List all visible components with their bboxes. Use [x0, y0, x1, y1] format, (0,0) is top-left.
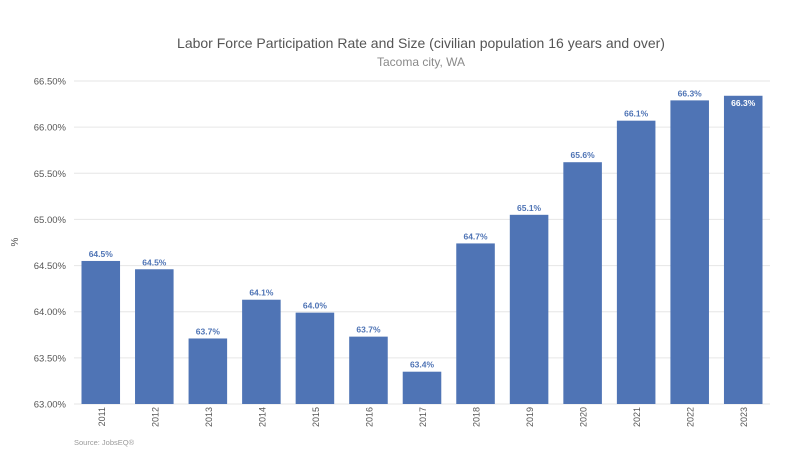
gridlines [74, 80, 770, 405]
bar-2012 [135, 269, 174, 404]
y-tick-label: 65.50% [34, 169, 67, 180]
y-tick-label: 66.00% [34, 123, 67, 134]
data-label-2018: 64.7% [463, 231, 488, 241]
x-tick-label: 2014 [257, 407, 267, 427]
y-tick-label: 64.50% [34, 261, 67, 272]
x-tick-label: 2022 [686, 407, 696, 427]
x-tick-label: 2011 [97, 407, 107, 426]
x-tick-label: 2019 [525, 407, 535, 427]
x-tick-label: 2012 [150, 407, 160, 427]
data-label-2014: 64.1% [249, 288, 274, 298]
x-tick-label: 2018 [472, 407, 482, 427]
x-axis-ticks: 2011 2012 2013 2014 2015 2016 2017 2018 2019 2020… [97, 407, 749, 427]
x-tick-label: 2013 [204, 407, 214, 427]
bar-2023 [723, 95, 763, 404]
chart-subtitle: Tacoma city, WA [377, 55, 465, 69]
bar-2015 [295, 312, 335, 404]
y-tick-label: 64.00% [34, 307, 67, 318]
x-tick-label: 2021 [632, 407, 642, 427]
data-label-2022: 66.3% [678, 88, 703, 98]
data-label-2021: 66.1% [624, 109, 649, 119]
data-label-2017: 63.4% [410, 360, 435, 370]
bar-2013 [188, 338, 228, 404]
data-label-2011: 64.5% [89, 249, 114, 259]
x-tick-label: 2017 [418, 407, 428, 427]
data-labels: 64.5% 64.5% 63.7% 64.1% 64.0% 63.7% 63.4% 64.7%… [89, 88, 756, 369]
bar-2020 [563, 162, 602, 404]
bar-2014 [242, 299, 281, 404]
data-label-2019: 65.1% [517, 203, 542, 213]
y-tick-label: 63.00% [34, 400, 67, 411]
x-tick-label: 2016 [364, 407, 374, 427]
bar-2019 [509, 214, 549, 404]
y-tick-label: 65.00% [34, 215, 67, 226]
bar-2017 [402, 371, 442, 404]
y-axis-ticks: 63.00% 63.50% 64.00% 64.50% 65.00% 65.50% 66.0… [34, 77, 67, 411]
bar-2021 [616, 120, 656, 404]
data-label-2023: 66.3% [731, 98, 756, 108]
bar-2022 [670, 100, 709, 404]
bars [81, 95, 763, 404]
chart-title: Labor Force Participation Rate and Size … [177, 35, 665, 51]
bar-2016 [349, 336, 388, 404]
source-note: Source: JobsEQ® [74, 438, 135, 447]
bar-2018 [456, 243, 495, 404]
x-tick-label: 2023 [739, 407, 749, 427]
data-label-2013: 63.7% [196, 326, 221, 336]
bar-2011 [81, 260, 121, 404]
x-tick-label: 2015 [311, 407, 321, 427]
data-label-2020: 65.6% [571, 150, 596, 160]
y-tick-label: 63.50% [34, 353, 67, 364]
data-label-2016: 63.7% [356, 325, 381, 335]
data-label-2015: 64.0% [303, 301, 328, 311]
y-tick-label: 66.50% [34, 77, 67, 88]
x-tick-label: 2020 [579, 407, 589, 427]
y-axis-label: % [10, 237, 21, 246]
data-label-2012: 64.5% [142, 257, 167, 267]
